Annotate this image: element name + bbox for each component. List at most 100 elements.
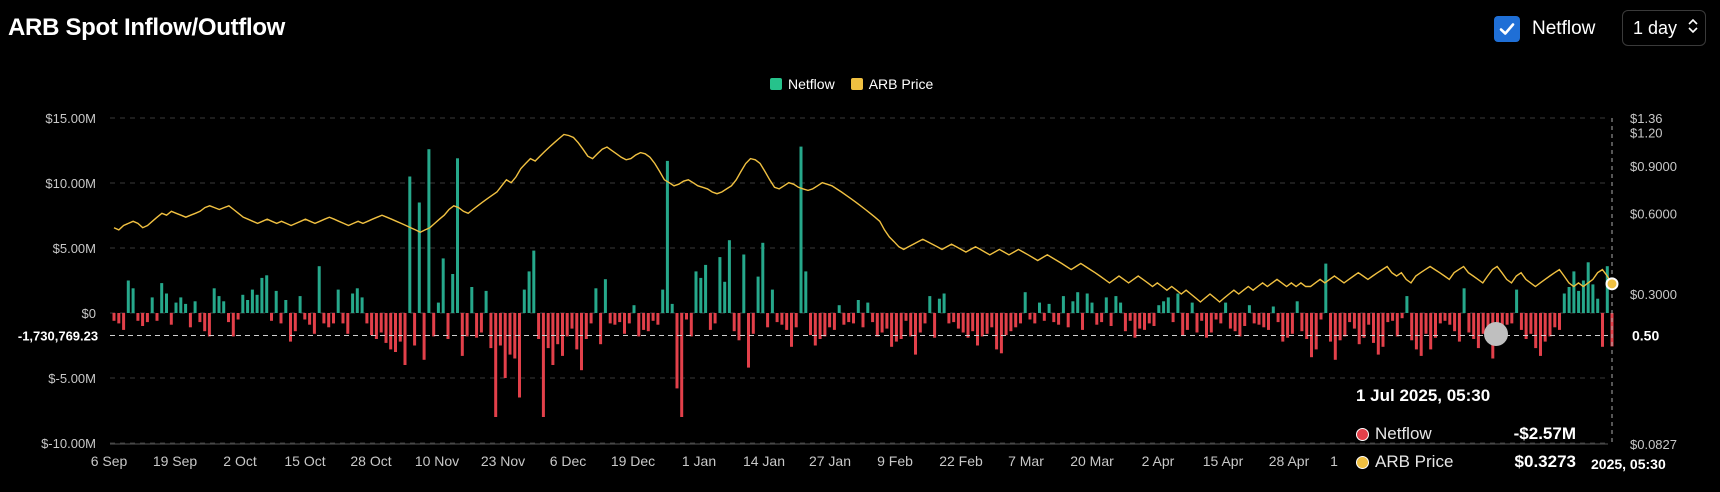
netflow-bar	[188, 313, 192, 328]
netflow-bar	[1090, 302, 1094, 313]
netflow-bar	[961, 313, 965, 333]
netflow-bar	[1596, 298, 1600, 313]
netflow-bar	[790, 313, 793, 347]
netflow-bar	[1352, 313, 1356, 329]
netflow-bar	[518, 313, 521, 398]
netflow-bar	[236, 313, 240, 320]
netflow-bar	[265, 275, 269, 313]
netflow-bar	[914, 313, 917, 355]
x-tick-label: 2 Apr	[1142, 453, 1175, 469]
netflow-bar	[875, 313, 879, 337]
netflow-bar	[1219, 313, 1223, 324]
netflow-bar	[432, 313, 436, 337]
netflow-bar	[642, 313, 646, 330]
netflow-bar	[680, 313, 684, 417]
price-marker	[1605, 277, 1619, 291]
netflow-bar	[389, 313, 393, 350]
netflow-bar	[1605, 266, 1609, 313]
netflow-bar	[1162, 301, 1166, 313]
netflow-bar	[1252, 313, 1256, 324]
netflow-bar	[556, 313, 560, 345]
crosshair-date-box	[1586, 451, 1680, 475]
netflow-bar	[856, 300, 860, 313]
netflow-bar	[1410, 313, 1414, 341]
netflow-bar	[332, 313, 335, 324]
netflow-bar	[1295, 301, 1299, 313]
netflow-bar	[689, 313, 693, 337]
netflow-bar	[1305, 313, 1309, 339]
netflow-bar	[422, 313, 426, 360]
netflow-bar	[1505, 313, 1509, 325]
netflow-bar	[794, 313, 798, 328]
netflow-bar	[1004, 313, 1008, 336]
netflow-bar	[327, 313, 331, 328]
netflow-bar	[1586, 262, 1590, 313]
netflow-bar	[336, 289, 340, 313]
x-tick-label: 28 Apr	[1269, 453, 1310, 469]
netflow-bar	[837, 305, 841, 313]
netflow-bar	[1434, 313, 1437, 338]
checkbox-checked-icon[interactable]	[1494, 16, 1520, 42]
netflow-bar	[398, 313, 402, 342]
netflow-bar	[1367, 313, 1371, 325]
netflow-bar	[1176, 293, 1180, 313]
netflow-bar	[699, 277, 703, 313]
netflow-bar	[370, 313, 374, 336]
interval-select[interactable]: 1 day	[1622, 10, 1706, 46]
netflow-bar	[408, 176, 412, 313]
netflow-bar	[1152, 313, 1156, 326]
legend-swatch-netflow	[770, 78, 782, 90]
netflow-bar	[451, 274, 455, 313]
netflow-bar	[799, 146, 803, 313]
netflow-bar	[828, 313, 832, 328]
netflow-bar	[427, 149, 431, 313]
netflow-bar	[1019, 313, 1022, 324]
netflow-toggle[interactable]: Netflow	[1494, 16, 1595, 42]
netflow-bar	[646, 313, 650, 332]
netflow-bar	[513, 313, 517, 359]
netflow-bar	[1329, 313, 1332, 342]
x-tick-label: 2 Oct	[223, 453, 257, 469]
netflow-bar	[546, 313, 550, 349]
y-left-tick-label: $15.00M	[45, 111, 96, 126]
netflow-bar	[756, 276, 760, 313]
netflow-bar	[656, 313, 660, 325]
netflow-bar	[899, 313, 903, 339]
netflow-bar	[589, 313, 593, 324]
netflow-bar	[365, 313, 369, 324]
netflow-bar	[136, 313, 140, 321]
legend-item-arb-price[interactable]: ARB Price	[850, 76, 933, 92]
netflow-bar	[1438, 313, 1442, 324]
netflow-bar	[651, 313, 655, 321]
netflow-bar	[852, 313, 855, 324]
y-right-tick-label: $0.9000	[1630, 159, 1677, 174]
netflow-bar	[1572, 271, 1576, 313]
netflow-bar	[174, 302, 178, 313]
netflow-bar	[818, 313, 822, 339]
netflow-bar	[184, 303, 188, 313]
netflow-bar	[1581, 280, 1585, 313]
netflow-bar	[918, 313, 922, 333]
netflow-bar	[751, 313, 755, 334]
netflow-bar	[956, 313, 960, 329]
netflow-bar	[1123, 313, 1127, 332]
netflow-bar	[603, 279, 607, 313]
netflow-bar	[1166, 297, 1170, 313]
netflow-bar	[1095, 313, 1099, 325]
netflow-bar	[522, 289, 526, 313]
legend-item-netflow[interactable]: Netflow	[770, 76, 835, 92]
netflow-bar	[193, 301, 197, 313]
netflow-bar	[1071, 301, 1075, 313]
netflow-bar	[880, 313, 884, 333]
netflow-bar	[436, 302, 440, 313]
netflow-bar	[260, 277, 264, 313]
y-left-tick-label: $5.00M	[53, 241, 96, 256]
netflow-bar	[360, 297, 364, 313]
netflow-bar	[1052, 313, 1056, 323]
netflow-bar	[126, 280, 130, 313]
netflow-toggle-label: Netflow	[1532, 18, 1596, 39]
netflow-bar	[298, 296, 302, 313]
netflow-bar	[866, 302, 870, 313]
netflow-bar	[1271, 306, 1275, 313]
